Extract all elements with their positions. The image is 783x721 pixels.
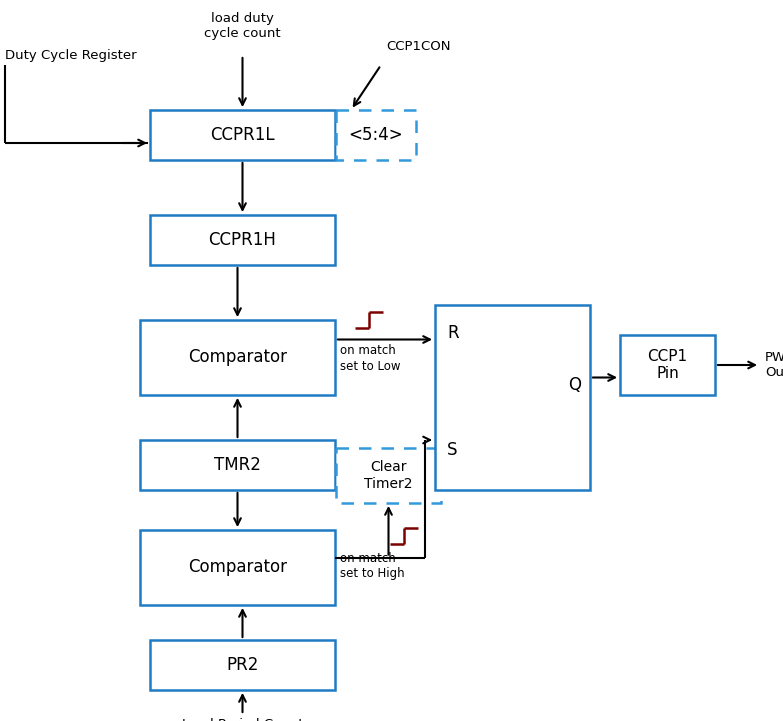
Text: load duty
cycle count: load duty cycle count [204, 12, 281, 40]
Text: CCP1
Pin: CCP1 Pin [648, 349, 687, 381]
Text: Comparator: Comparator [188, 559, 287, 577]
Bar [140, 320, 335, 395]
Text: Comparator: Comparator [188, 348, 287, 366]
Text: CCPR1L: CCPR1L [210, 126, 275, 144]
Bar [150, 215, 335, 265]
Bar [140, 440, 335, 490]
Text: on match
set to High: on match set to High [340, 552, 405, 580]
Bar [620, 335, 715, 395]
Text: Duty Cycle Register: Duty Cycle Register [5, 48, 136, 61]
Text: Load Period Count: Load Period Count [182, 718, 303, 721]
Text: S: S [447, 441, 457, 459]
Bar [150, 640, 335, 690]
Text: PWM
Output: PWM Output [765, 351, 783, 379]
Bar [336, 110, 416, 160]
Text: R: R [447, 324, 459, 342]
Text: TMR2: TMR2 [214, 456, 261, 474]
Bar [435, 305, 590, 490]
Bar [336, 448, 441, 503]
Bar [140, 530, 335, 605]
Text: Clear
Timer2: Clear Timer2 [364, 461, 413, 490]
Text: on match
set to Low: on match set to Low [340, 345, 400, 373]
Text: PR2: PR2 [226, 656, 258, 674]
Text: Q: Q [568, 376, 581, 394]
Text: CCPR1H: CCPR1H [208, 231, 276, 249]
Text: CCP1CON: CCP1CON [386, 40, 450, 53]
Text: <5:4>: <5:4> [348, 126, 403, 144]
Bar [150, 110, 335, 160]
